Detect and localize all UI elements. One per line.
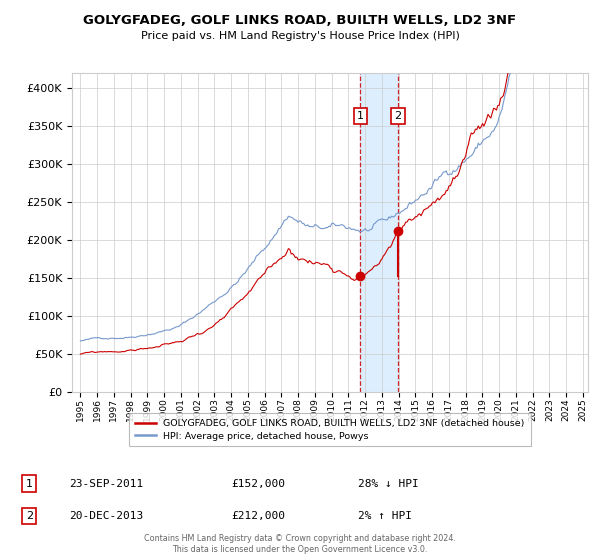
Text: 28% ↓ HPI: 28% ↓ HPI — [358, 479, 418, 489]
Bar — [361, 73, 398, 392]
Text: Contains HM Land Registry data © Crown copyright and database right 2024.
This d: Contains HM Land Registry data © Crown c… — [144, 534, 456, 554]
Text: 2% ↑ HPI: 2% ↑ HPI — [358, 511, 412, 521]
Text: 2: 2 — [395, 111, 402, 121]
Text: £152,000: £152,000 — [231, 479, 285, 489]
Text: £212,000: £212,000 — [231, 511, 285, 521]
Text: GOLYGFADEG, GOLF LINKS ROAD, BUILTH WELLS, LD2 3NF: GOLYGFADEG, GOLF LINKS ROAD, BUILTH WELL… — [83, 14, 517, 27]
Text: 1: 1 — [26, 479, 33, 489]
Text: 1: 1 — [357, 111, 364, 121]
Text: 20-DEC-2013: 20-DEC-2013 — [70, 511, 144, 521]
Text: 23-SEP-2011: 23-SEP-2011 — [70, 479, 144, 489]
Text: Price paid vs. HM Land Registry's House Price Index (HPI): Price paid vs. HM Land Registry's House … — [140, 31, 460, 41]
Text: 2: 2 — [26, 511, 33, 521]
Legend: GOLYGFADEG, GOLF LINKS ROAD, BUILTH WELLS, LD2 3NF (detached house), HPI: Averag: GOLYGFADEG, GOLF LINKS ROAD, BUILTH WELL… — [130, 413, 530, 446]
